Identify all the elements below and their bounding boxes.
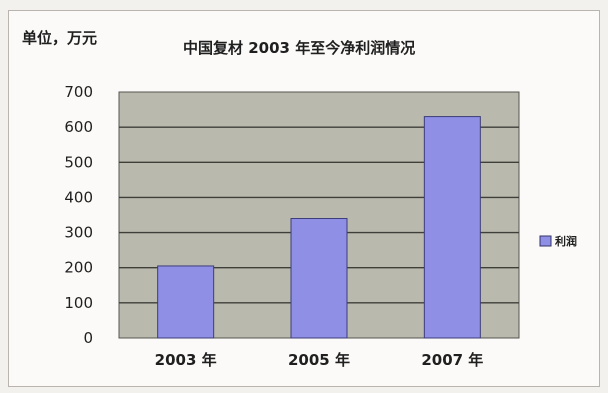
bar bbox=[290, 218, 348, 339]
bar bbox=[423, 116, 481, 339]
y-tick-label: 100 bbox=[64, 294, 93, 312]
y-tick-label: 700 bbox=[64, 83, 93, 101]
chart-title: 中国复材 2003 年至今净利润情况 bbox=[183, 39, 415, 57]
legend: 利润 bbox=[539, 234, 577, 248]
y-tick-label: 500 bbox=[64, 153, 93, 171]
legend-swatch bbox=[539, 235, 552, 247]
unit-label: 单位，万元 bbox=[22, 29, 97, 47]
y-tick-label: 0 bbox=[83, 329, 93, 347]
x-tick-label: 2007 年 bbox=[421, 351, 483, 369]
bars bbox=[157, 116, 481, 339]
x-axis-ticks: 2003 年 2005 年 2007 年 bbox=[155, 351, 484, 369]
y-tick-label: 300 bbox=[64, 224, 93, 242]
y-tick-label: 400 bbox=[64, 188, 93, 206]
x-tick-label: 2003 年 bbox=[155, 351, 217, 369]
bar bbox=[157, 265, 215, 339]
legend-label: 利润 bbox=[555, 234, 577, 248]
y-tick-label: 600 bbox=[64, 118, 93, 136]
y-axis-ticks: 0 100 200 300 400 500 600 700 bbox=[64, 83, 93, 347]
x-tick-label: 2005 年 bbox=[288, 351, 350, 369]
y-tick-label: 200 bbox=[64, 259, 93, 277]
